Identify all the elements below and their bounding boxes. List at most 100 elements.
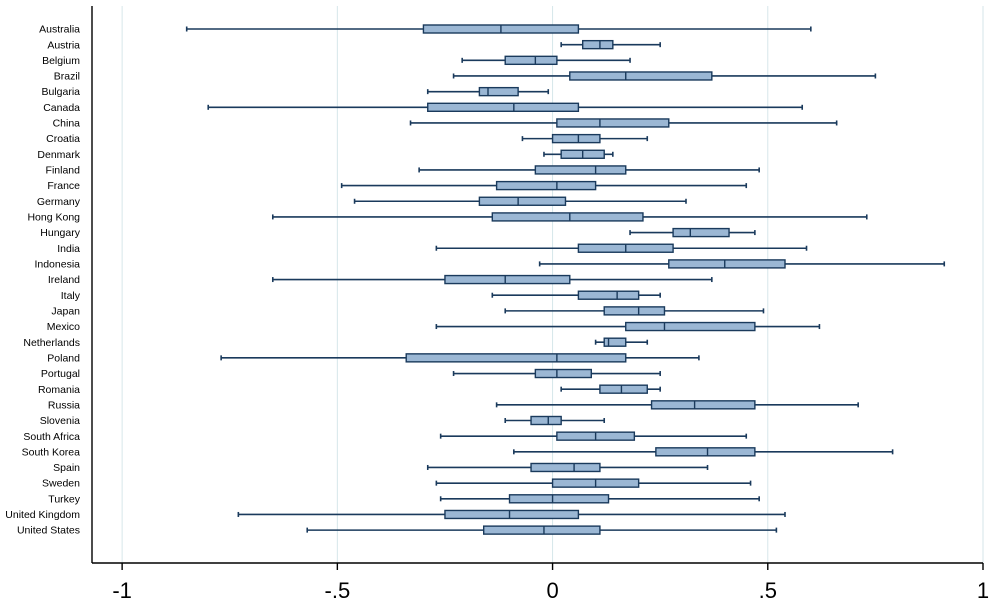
- iqr-box-united-states: [482, 525, 601, 535]
- iqr-box-austria: [581, 39, 614, 50]
- category-label-finland: Finland: [46, 165, 81, 177]
- category-label-romania: Romania: [38, 384, 80, 396]
- x-tick-label-1: -.5: [325, 578, 351, 603]
- box-south-korea: [513, 447, 894, 457]
- category-label-netherlands: Netherlands: [23, 337, 80, 349]
- category-label-brazil: Brazil: [54, 71, 80, 83]
- x-tick-label-4: 1: [977, 578, 989, 603]
- iqr-box-canada: [427, 102, 580, 113]
- iqr-box-hong-kong: [491, 212, 644, 222]
- iqr-box-slovenia: [530, 415, 562, 426]
- category-label-turkey: Turkey: [48, 493, 80, 505]
- box-spain: [426, 462, 709, 473]
- iqr-box-hungary: [672, 227, 730, 238]
- box-indonesia: [538, 259, 946, 269]
- box-ireland: [271, 274, 713, 285]
- box-france: [340, 180, 748, 191]
- category-label-south-africa: South Africa: [23, 431, 80, 443]
- iqr-box-germany: [478, 196, 567, 206]
- box-brazil: [452, 71, 877, 81]
- box-belgium: [461, 55, 631, 66]
- category-label-hungary: Hungary: [40, 227, 80, 239]
- iqr-box-japan: [603, 306, 666, 316]
- category-label-united-states: United States: [17, 525, 80, 537]
- box-bulgaria: [426, 86, 550, 97]
- iqr-box-indonesia: [668, 259, 786, 269]
- box-croatia: [521, 133, 649, 144]
- box-finland: [418, 165, 760, 175]
- category-label-portugal: Portugal: [41, 368, 80, 380]
- box-india: [435, 243, 808, 253]
- category-label-indonesia: Indonesia: [34, 259, 80, 271]
- category-label-denmark: Denmark: [37, 149, 80, 161]
- iqr-box-croatia: [551, 133, 601, 144]
- box-italy: [491, 290, 661, 300]
- box-denmark: [543, 149, 614, 159]
- category-label-south-korea: South Korea: [22, 446, 81, 458]
- iqr-box-belgium: [504, 55, 558, 66]
- category-label-bulgaria: Bulgaria: [41, 86, 80, 98]
- iqr-box-ireland: [444, 274, 571, 285]
- iqr-box-south-korea: [655, 447, 756, 457]
- grid-lines: [121, 6, 984, 563]
- category-label-russia: Russia: [48, 399, 80, 411]
- x-tick-label-0: -1: [112, 578, 132, 603]
- box-united-kingdom: [237, 509, 786, 520]
- box-hong-kong: [271, 212, 868, 222]
- category-label-japan: Japan: [51, 305, 80, 317]
- box-south-africa: [439, 431, 748, 441]
- box-united-states: [306, 525, 778, 535]
- iqr-box-russia: [650, 400, 756, 410]
- x-axis-ticks: -1 -.5 0 .5 1: [112, 563, 989, 603]
- box-sweden: [435, 478, 752, 488]
- category-label-china: China: [53, 118, 81, 130]
- box-austria: [560, 39, 661, 50]
- category-label-ireland: Ireland: [48, 274, 80, 286]
- iqr-box-mexico: [625, 321, 756, 332]
- category-label-italy: Italy: [61, 290, 81, 302]
- iqr-box-france: [495, 180, 597, 191]
- category-label-austria: Austria: [47, 39, 80, 51]
- box-canada: [207, 102, 804, 113]
- box-slovenia: [504, 415, 606, 426]
- iqr-box-spain: [530, 462, 601, 473]
- iqr-box-netherlands: [603, 337, 627, 347]
- box-netherlands: [594, 337, 649, 347]
- box-romania: [560, 384, 661, 394]
- box-russia: [495, 400, 859, 410]
- box-poland: [220, 353, 700, 363]
- category-labels: Australia Austria Belgium Brazil Bulgaria Can…: [5, 24, 80, 537]
- category-label-australia: Australia: [39, 24, 80, 36]
- category-label-france: France: [47, 180, 80, 192]
- category-label-croatia: Croatia: [46, 133, 80, 145]
- category-label-germany: Germany: [37, 196, 81, 208]
- x-tick-label-2: 0: [546, 578, 558, 603]
- iqr-box-bulgaria: [478, 86, 519, 97]
- iqr-box-china: [556, 118, 670, 128]
- iqr-box-turkey: [508, 494, 610, 504]
- box-china: [409, 118, 838, 128]
- iqr-box-poland: [405, 353, 627, 363]
- category-label-sweden: Sweden: [42, 478, 80, 490]
- category-label-india: India: [57, 243, 80, 255]
- iqr-box-romania: [599, 384, 648, 394]
- iqr-box-italy: [577, 290, 640, 300]
- category-label-canada: Canada: [43, 102, 80, 114]
- box-mexico: [435, 321, 821, 332]
- box-turkey: [439, 494, 760, 504]
- iqr-box-portugal: [534, 368, 593, 379]
- x-tick-label-3: .5: [759, 578, 777, 603]
- axes: [91, 6, 983, 564]
- category-label-belgium: Belgium: [42, 55, 80, 67]
- category-label-united-kingdom: United Kingdom: [5, 509, 80, 521]
- category-label-poland: Poland: [47, 352, 80, 364]
- category-label-slovenia: Slovenia: [40, 415, 80, 427]
- box-series: [185, 24, 946, 535]
- category-label-mexico: Mexico: [47, 321, 80, 333]
- iqr-box-brazil: [569, 71, 713, 81]
- box-hungary: [629, 227, 756, 238]
- box-japan: [504, 306, 765, 316]
- iqr-box-united-kingdom: [444, 509, 580, 520]
- box-germany: [353, 196, 687, 206]
